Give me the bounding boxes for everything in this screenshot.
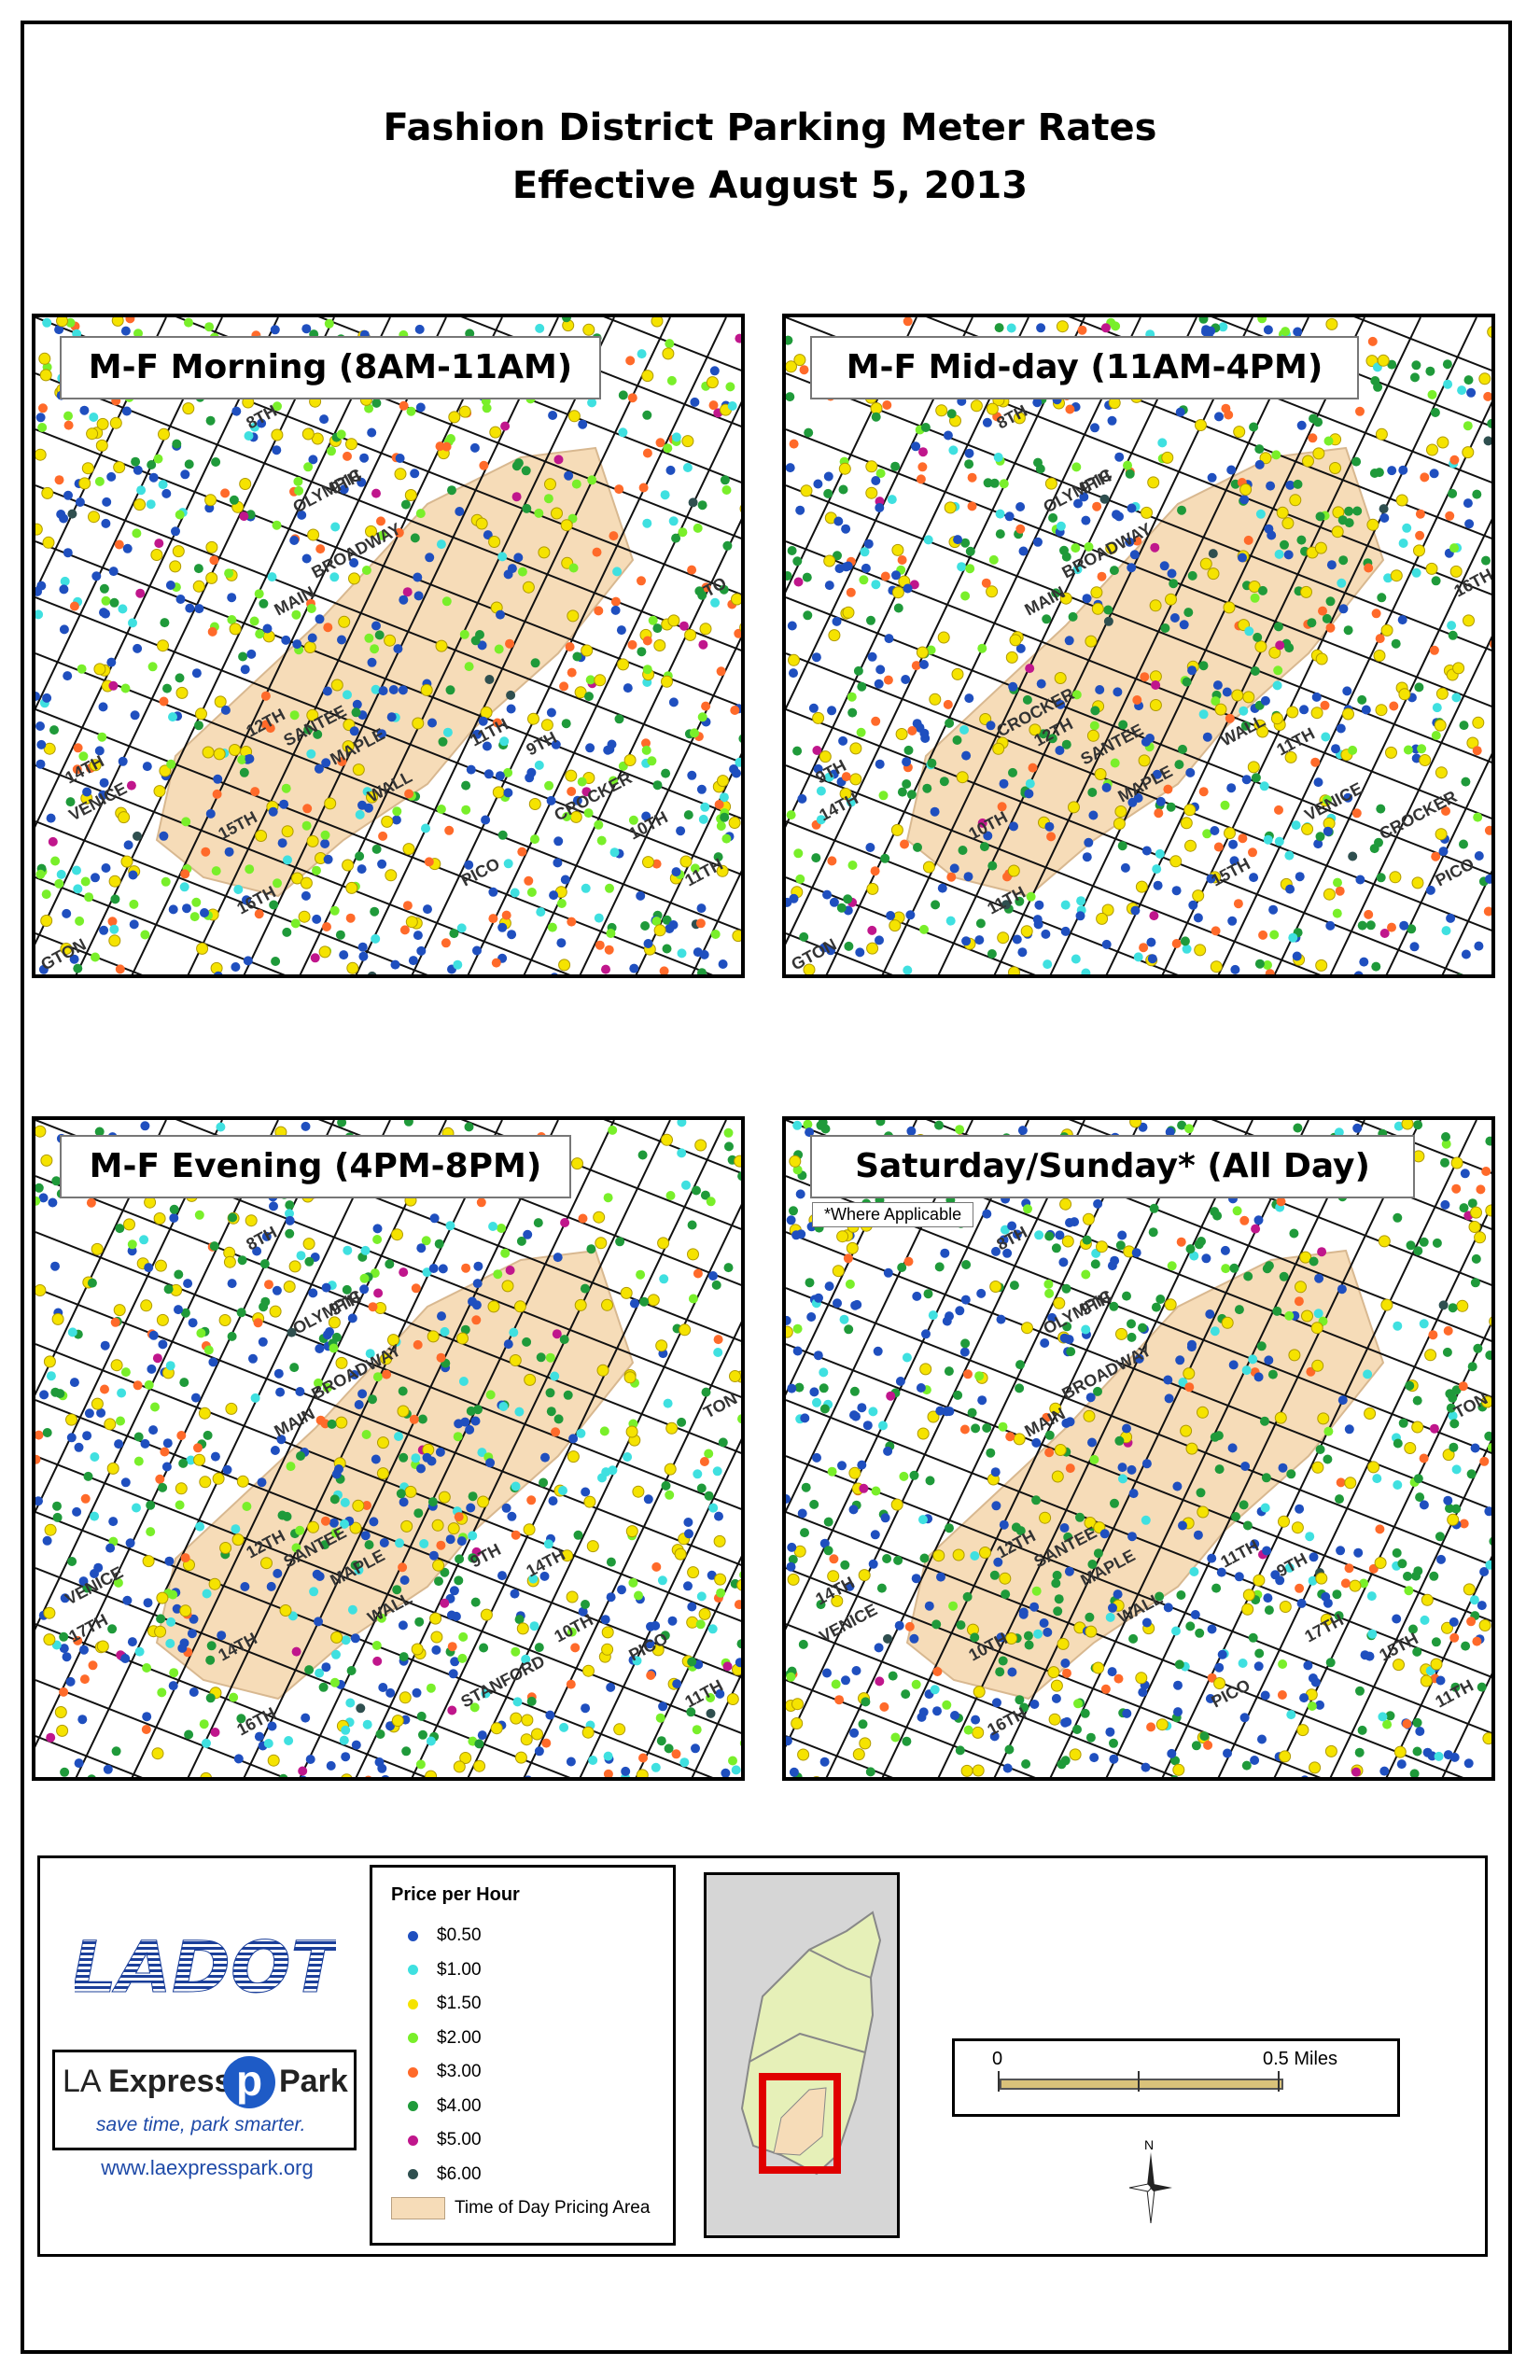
legend-area-label: Time of Day Pricing Area [455, 2198, 651, 2218]
legend-item: $5.00 [391, 2126, 482, 2154]
street-label: VENICE [816, 1600, 880, 1645]
north-arrow-icon: N [1127, 2137, 1174, 2224]
street-label: 8TH [243, 1223, 279, 1254]
street-label: 16TH [984, 1703, 1029, 1739]
street-label: 9TH [467, 1540, 503, 1572]
legend-label: $6.00 [437, 2163, 482, 2184]
scale-start: 0 [992, 2049, 1003, 2069]
legend-dot [408, 1965, 418, 1975]
legend-dot [408, 1930, 418, 1941]
ladot-logo: LADOT [75, 1930, 336, 2003]
legend-label: $0.50 [437, 1925, 482, 1945]
panel-label: M-F Mid-day (11AM-4PM) [810, 336, 1359, 399]
legend-dot [408, 2135, 418, 2146]
legend-item-pricing-area: Time of Day Pricing Area [391, 2194, 650, 2222]
street-label: MAIN [1021, 582, 1068, 619]
street-label: 11TH [1217, 1536, 1261, 1572]
legend-item: $6.00 [391, 2161, 482, 2189]
legend-item: $1.00 [391, 1956, 482, 1984]
legend-dot [408, 2101, 418, 2111]
street-map: 8THOLYMPICBROADWAY9THMAIN12THSANTEEMAPLE… [35, 1120, 741, 1777]
logo-la: LA [63, 2064, 100, 2099]
street-label: 9TH [1273, 1549, 1309, 1581]
street-label: 8TH [993, 1223, 1029, 1254]
ladot-wordmark: LADOT [75, 1930, 336, 2003]
legend-title: Price per Hour [391, 1884, 520, 1905]
scale-bar: 0 0.5 Miles [952, 2038, 1400, 2117]
legend-item: $2.00 [391, 2024, 482, 2052]
scale-line [1000, 2079, 1283, 2090]
logo-park: Park [279, 2064, 348, 2099]
legend-label: $2.00 [437, 2027, 482, 2048]
pricing-area [905, 1249, 1385, 1701]
legend-label: $5.00 [437, 2130, 482, 2149]
locator-red-box [759, 2073, 841, 2174]
panel-label: M-F Evening (4PM-8PM) [60, 1135, 571, 1198]
legend-item: $3.00 [391, 2058, 482, 2086]
panel-note: *Where Applicable [812, 1202, 974, 1227]
logo-tagline: save time, park smarter. [96, 2114, 306, 2135]
pricing-area-swatch [391, 2197, 445, 2219]
logo-express: Express [108, 2064, 232, 2099]
panel-label: M-F Morning (8AM-11AM) [60, 336, 601, 399]
map-title: Fashion District Parking Meter Rates [383, 106, 1157, 149]
price-legend: Price per Hour $0.50 $1.00 $1.50 $2.00 $3.00… [370, 1865, 676, 2246]
map-panel-weekend[interactable]: 8TH OLYMPIC BROADWAY 9TH MAIN 12TH SANTEE MAPLE… [782, 1116, 1495, 1781]
legend-dot [408, 2169, 418, 2179]
page-frame [21, 21, 1512, 2354]
map-panel-midday[interactable]: 8TH OLYMPIC BROADWAY 9TH MAIN CROCKER 12TH SANT… [782, 314, 1495, 978]
legend-dot [408, 2033, 418, 2043]
legend-dot [408, 1998, 418, 2009]
legend-label: $1.50 [437, 1994, 482, 2013]
street-map: 8THOLYMPICBROADWAY9THMAIN12THSANTEEMAPLE… [35, 317, 741, 974]
map-panel-morning[interactable]: 8TH OLYMPIC BROADWAY 9TH MAIN 12TH SANTEE MAPLE… [32, 314, 745, 978]
scale-end: 0.5 Miles [1263, 2049, 1338, 2069]
street-label: 11TH [681, 1676, 725, 1712]
legend-area [37, 1855, 1488, 2257]
legend-label: $3.00 [437, 2062, 482, 2081]
la-express-park-logo: LA Express p Park save time, park smarte… [52, 2050, 357, 2150]
website-link[interactable]: www.laexpresspark.org [101, 2156, 314, 2179]
map-panel-evening[interactable]: 8TH OLYMPIC BROADWAY 9TH MAIN 12TH SANTEE MAPLE… [32, 1116, 745, 1781]
legend-label: $4.00 [437, 2095, 482, 2116]
map-subtitle: Effective August 5, 2013 [511, 164, 1029, 207]
pricing-area [155, 446, 635, 898]
parking-p-icon: p [223, 2056, 275, 2108]
locator-inset-map [704, 1872, 900, 2238]
panel-label: Saturday/Sunday* (All Day) [810, 1135, 1415, 1198]
street-map: 8THOLYMPICBROADWAY9THMAIN12THSANTEEMAPLE… [786, 1120, 1491, 1777]
legend-item: $1.50 [391, 1990, 482, 2018]
legend-item: $0.50 [391, 1922, 482, 1950]
legend-label: $1.00 [437, 1959, 482, 1980]
legend-item: $4.00 [391, 2093, 482, 2121]
legend-dot [408, 2066, 418, 2078]
